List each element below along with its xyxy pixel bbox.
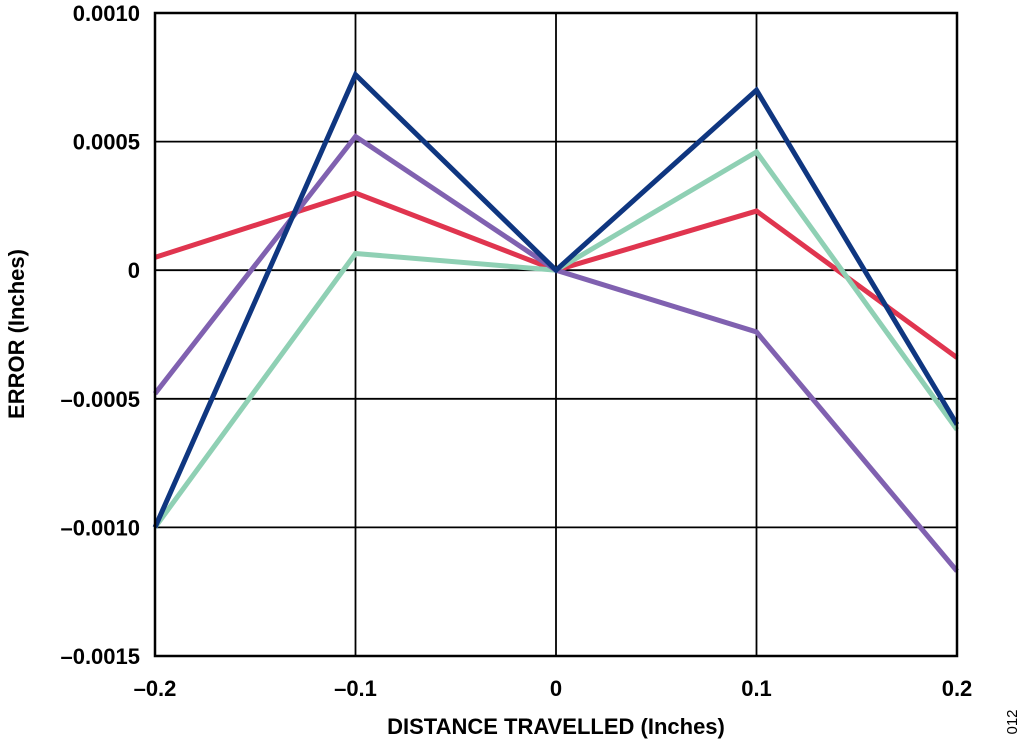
y-tick-label: 0.0010 bbox=[73, 1, 140, 26]
x-axis-title: DISTANCE TRAVELLED (Inches) bbox=[387, 714, 725, 739]
y-tick-label: –0.0010 bbox=[60, 515, 140, 540]
y-tick-label: 0.0005 bbox=[73, 130, 140, 155]
y-axis-title: ERROR (Inches) bbox=[4, 249, 29, 419]
x-tick-label: –0.1 bbox=[334, 676, 377, 701]
x-tick-label: 0.2 bbox=[942, 676, 973, 701]
x-tick-labels: –0.2 –0.1 0 0.1 0.2 bbox=[134, 676, 973, 701]
x-tick-label: 0 bbox=[550, 676, 562, 701]
series-line-4 bbox=[152, 70, 960, 529]
y-tick-label: –0.0005 bbox=[60, 387, 140, 412]
y-tick-label: –0.0015 bbox=[60, 644, 140, 669]
x-tick-label: –0.2 bbox=[134, 676, 177, 701]
y-tick-label: 0 bbox=[128, 258, 140, 283]
x-tick-label: 0.1 bbox=[741, 676, 772, 701]
plot-frame bbox=[153, 11, 959, 658]
grid bbox=[154, 12, 958, 657]
series-lines bbox=[152, 70, 960, 573]
y-tick-labels: 0.0010 0.0005 0 –0.0005 –0.0010 –0.0015 bbox=[60, 1, 140, 669]
figure-id: 012 bbox=[1004, 709, 1021, 734]
